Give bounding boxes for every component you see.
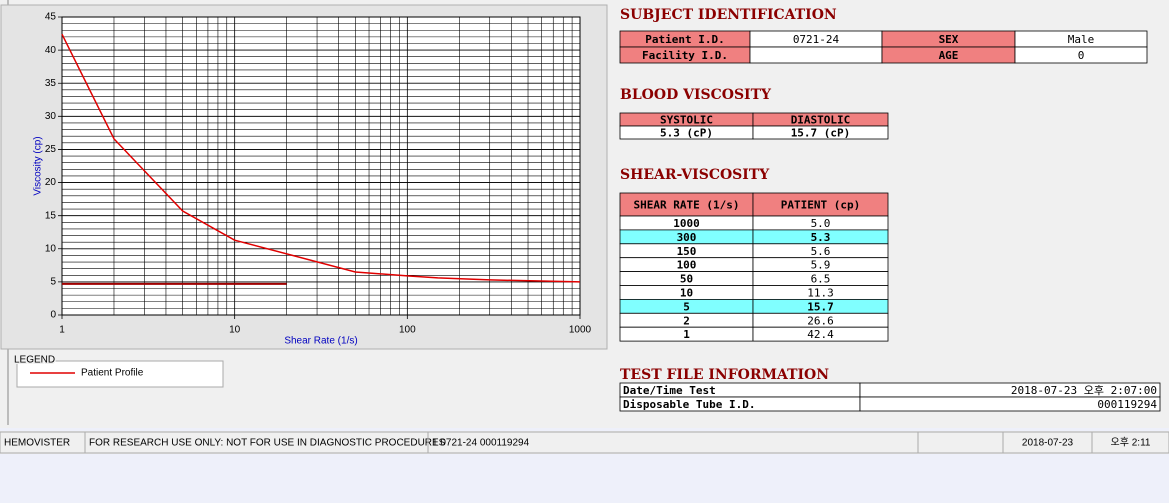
cell-text: SEX bbox=[939, 33, 959, 46]
cell-text: SHEAR RATE (1/s) bbox=[634, 199, 740, 212]
y-tick-label: 10 bbox=[45, 243, 57, 254]
y-axis-label: Viscosity (cp) bbox=[33, 136, 44, 195]
cell-text: 150 bbox=[677, 245, 697, 258]
table-cell bbox=[752, 326, 889, 342]
cell-text: 5.3 bbox=[811, 231, 831, 244]
table-cell bbox=[752, 125, 889, 140]
cell-text: 1 bbox=[683, 328, 690, 341]
cell-text: 10 bbox=[680, 286, 693, 299]
y-tick-label: 35 bbox=[45, 78, 57, 89]
cell-text: 50 bbox=[680, 273, 693, 286]
cell-text: Male bbox=[1068, 33, 1095, 46]
x-tick-label: 1000 bbox=[569, 325, 592, 336]
cell-text: 5.9 bbox=[811, 259, 831, 272]
x-tick-label: 1 bbox=[59, 325, 65, 336]
cell-text: Facility I.D. bbox=[642, 49, 728, 62]
cell-text: 5 bbox=[683, 300, 690, 313]
cell-text: 300 bbox=[677, 231, 697, 244]
y-tick-label: 20 bbox=[45, 177, 57, 188]
section-title: BLOOD VISCOSITY bbox=[620, 87, 772, 103]
cell-text: 2018-07-23 오후 2:07:00 bbox=[1011, 384, 1157, 397]
legend-label: Patient Profile bbox=[81, 368, 144, 379]
cell-text: 000119294 bbox=[1097, 398, 1157, 411]
y-tick-label: 15 bbox=[45, 210, 57, 221]
cell-text: 42.4 bbox=[807, 328, 834, 341]
legend-title: LEGEND bbox=[14, 355, 55, 366]
cell-text: 5.6 bbox=[811, 245, 831, 258]
cell-text: 0721-24 bbox=[793, 33, 840, 46]
cell-text: AGE bbox=[939, 49, 959, 62]
status-cell bbox=[1091, 431, 1169, 454]
status-text: 1 0721-24 000119294 bbox=[432, 438, 530, 449]
cell-text: 2 bbox=[683, 314, 690, 327]
cell-text: PATIENT (cp) bbox=[781, 199, 860, 212]
table-cell bbox=[1014, 46, 1148, 64]
cell-text: 5.0 bbox=[811, 217, 831, 230]
y-tick-label: 0 bbox=[50, 310, 56, 321]
status-bar bbox=[0, 431, 1169, 454]
cell-text: 11.3 bbox=[807, 286, 834, 299]
section-title: TEST FILE INFORMATION bbox=[620, 367, 829, 383]
x-tick-label: 100 bbox=[399, 325, 416, 336]
table-cell bbox=[749, 46, 883, 64]
cell-text: 1000 bbox=[673, 217, 700, 230]
cell-text: 26.6 bbox=[807, 314, 834, 327]
cell-text: SYSTOLIC bbox=[660, 114, 713, 127]
status-text: 2018-07-23 bbox=[1022, 438, 1074, 449]
y-tick-label: 5 bbox=[50, 277, 56, 288]
series-line bbox=[61, 33, 581, 283]
x-tick-label: 10 bbox=[229, 325, 241, 336]
section-title: SUBJECT IDENTIFICATION bbox=[620, 7, 837, 23]
y-tick-label: 40 bbox=[45, 45, 57, 56]
cell-text: Patient I.D. bbox=[645, 33, 724, 46]
cell-text: 0 bbox=[1078, 49, 1085, 62]
status-text: 오후 2:11 bbox=[1111, 437, 1151, 449]
cell-text: 15.7 (cP) bbox=[791, 127, 851, 140]
y-tick-label: 30 bbox=[45, 111, 57, 122]
y-tick-label: 25 bbox=[45, 144, 57, 155]
status-text: HEMOVISTER bbox=[4, 438, 70, 449]
cell-text: 5.3 (cP) bbox=[660, 127, 713, 140]
cell-text: 6.5 bbox=[811, 273, 831, 286]
cell-text: 15.7 bbox=[807, 300, 834, 313]
x-axis-label: Shear Rate (1/s) bbox=[284, 336, 357, 347]
cell-text: Disposable Tube I.D. bbox=[623, 398, 755, 411]
section-title: SHEAR-VISCOSITY bbox=[620, 167, 770, 183]
legend-box bbox=[16, 360, 224, 388]
cell-text: Date/Time Test bbox=[623, 384, 716, 397]
y-tick-label: 45 bbox=[45, 12, 57, 23]
table-cell bbox=[859, 396, 1161, 412]
cell-text: DIASTOLIC bbox=[791, 114, 851, 127]
status-text: FOR RESEARCH USE ONLY: NOT FOR USE IN DI… bbox=[89, 438, 446, 449]
cell-text: 100 bbox=[677, 259, 697, 272]
